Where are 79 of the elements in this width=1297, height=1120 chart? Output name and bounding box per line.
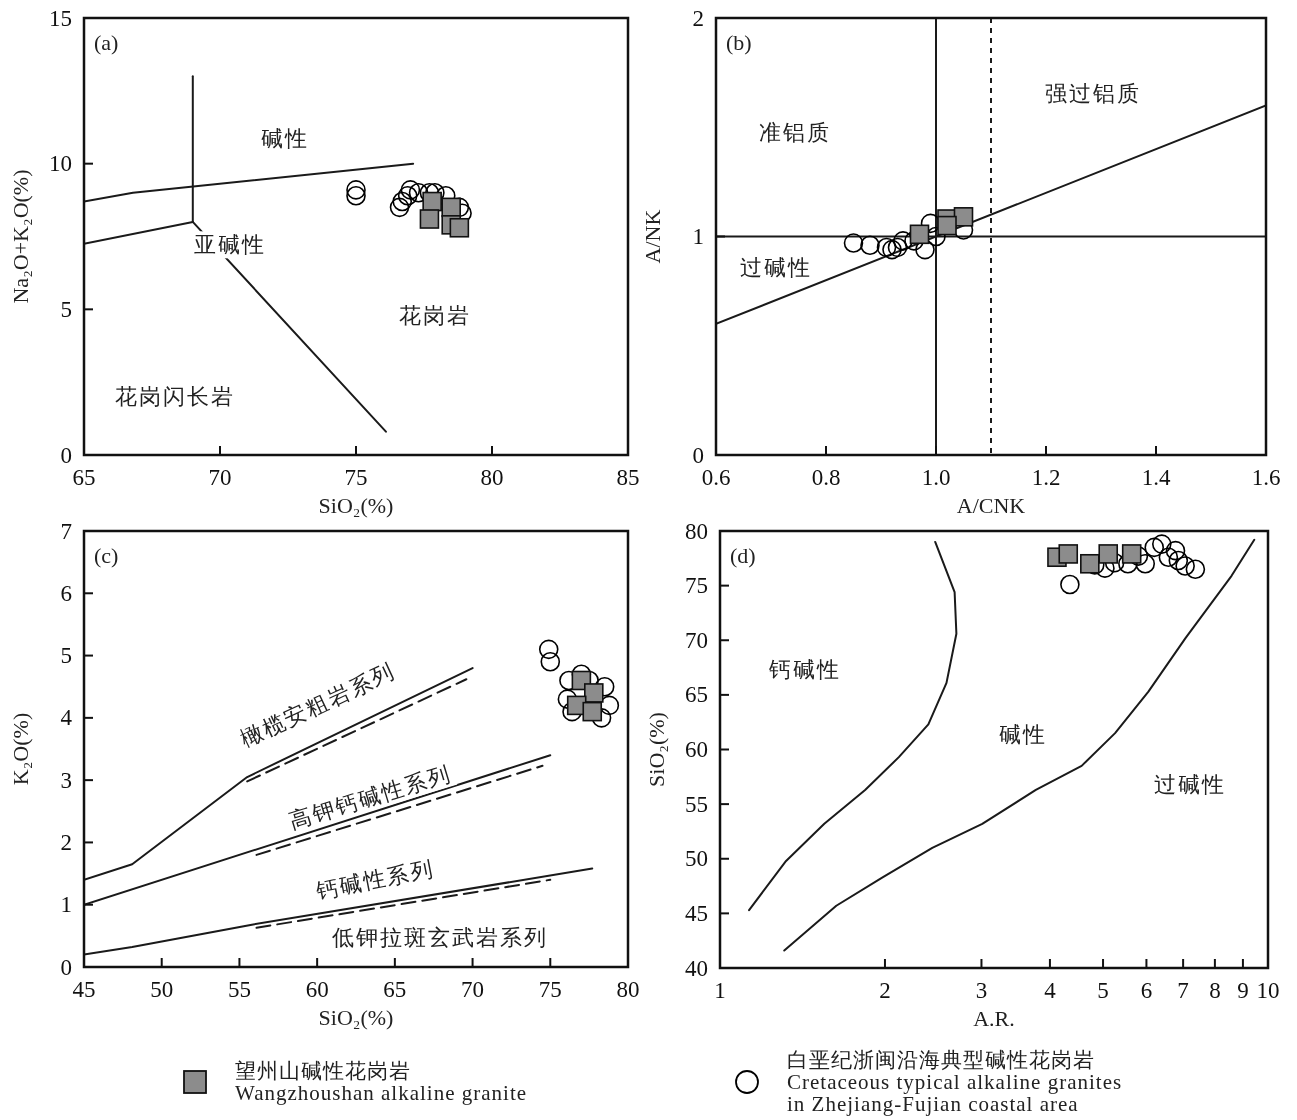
x-tick-label: 10 [1256,978,1280,1003]
x-tick-label: 3 [975,978,988,1003]
y-tick-label: 70 [685,627,708,653]
x-axis-title: A.R. [973,1006,1015,1031]
x-tick-label: 4 [1044,978,1057,1003]
x-tick-label: 9 [1237,978,1249,1003]
x-tick-label: 85 [616,465,640,490]
text: (b) [726,30,752,55]
x-tick-label: 6 [1140,978,1153,1003]
x-axis-title: SiO₂(%) [318,493,394,518]
x-axis-title: A/CNK [956,493,1026,518]
y-tick-label: 3 [60,767,72,793]
annotation: 钙碱性系列 [312,856,437,904]
legend-label: 白垩纪浙闽沿海典型碱性花岗岩 Cretaceous typical alkaline granites in Zhejiang-Fujian coastal area [787,1048,1123,1116]
x-tick-label: 1.2 [1031,465,1061,490]
y-tick-label: 0 [60,442,72,468]
y-tick-label: 4 [60,705,73,731]
x-tick-label: 60 [305,977,329,1002]
x-tick-label: 65 [383,977,407,1002]
annotation: 过碱性 [1153,771,1226,797]
y-tick-label: 50 [685,846,708,872]
x-tick-label: 50 [150,977,174,1002]
y-tick-label: 65 [685,682,708,708]
y-tick-label: 60 [685,737,708,762]
annotation: 强过铝质 [1044,80,1141,106]
y-tick-label: 15 [49,5,72,31]
y-tick-label: 1 [692,224,704,249]
y-tick-label: 0 [692,442,704,468]
y-tick-label: 5 [60,296,72,322]
x-tick-label: 70 [461,977,485,1002]
y-tick-label: 2 [692,5,704,31]
x-tick-label: 75 [344,465,368,490]
y-tick-label: 40 [685,955,708,981]
x-tick-label: 1.4 [1141,465,1171,490]
x-tick-label: 1.0 [921,465,951,490]
y-tick-label: 6 [60,580,72,606]
x-tick-label: 1.6 [1251,465,1281,490]
x-tick-label: 55 [227,977,251,1002]
annotation: 橄榄安粗岩系列 [236,658,400,752]
y-tick-label: 1 [60,892,72,918]
x-tick-label: 2 [879,978,891,1003]
annotation: 碱性 [999,722,1048,748]
annotation: 低钾拉斑玄武岩系列 [331,925,548,951]
y-axis-title: SiO₂(%) [644,712,669,787]
annotation: 准铝质 [759,120,832,146]
y-tick-label: 80 [685,518,708,544]
y-tick-label: 5 [60,643,72,669]
y-tick-label: 45 [685,900,708,926]
x-tick-label: 0.8 [811,465,841,490]
y-tick-label: 75 [685,573,708,599]
x-tick-label: 80 [616,977,640,1002]
x-tick-label: 75 [538,977,562,1002]
text: (a) [94,30,119,55]
x-tick-label: 80 [480,465,504,490]
text: (c) [94,543,119,568]
y-tick-label: 10 [49,151,72,177]
x-axis-title: SiO₂(%) [318,1005,394,1030]
annotation: 钙碱性 [767,657,841,683]
annotation: 亚碱性 [193,232,266,258]
x-tick-label: 7 [1177,978,1189,1003]
x-tick-label: 8 [1209,978,1221,1003]
y-tick-label: 55 [685,791,708,817]
annotation: 碱性 [260,125,309,151]
annotation: 过碱性 [739,254,812,280]
x-tick-label: 5 [1097,978,1109,1003]
text: (d) [730,543,756,568]
x-tick-label: 70 [208,465,232,490]
x-tick-label: 1 [714,978,726,1003]
y-tick-label: 2 [60,829,72,855]
y-axis-title: A/NK [640,209,665,264]
y-axis-title: Na₂O+K₂O(%) [8,169,33,304]
y-tick-label: 0 [60,954,72,980]
annotation: 花岗闪长岩 [114,383,235,409]
y-tick-label: 7 [60,518,72,544]
y-axis-title: K₂O(%) [8,712,33,786]
x-tick-label: 0.6 [701,465,731,490]
annotation: 高钾钙碱性系列 [286,760,455,834]
legend-label: 望州山碱性花岗岩 Wangzhoushan alkaline granite [235,1059,528,1105]
annotation: 花岗岩 [398,302,471,328]
